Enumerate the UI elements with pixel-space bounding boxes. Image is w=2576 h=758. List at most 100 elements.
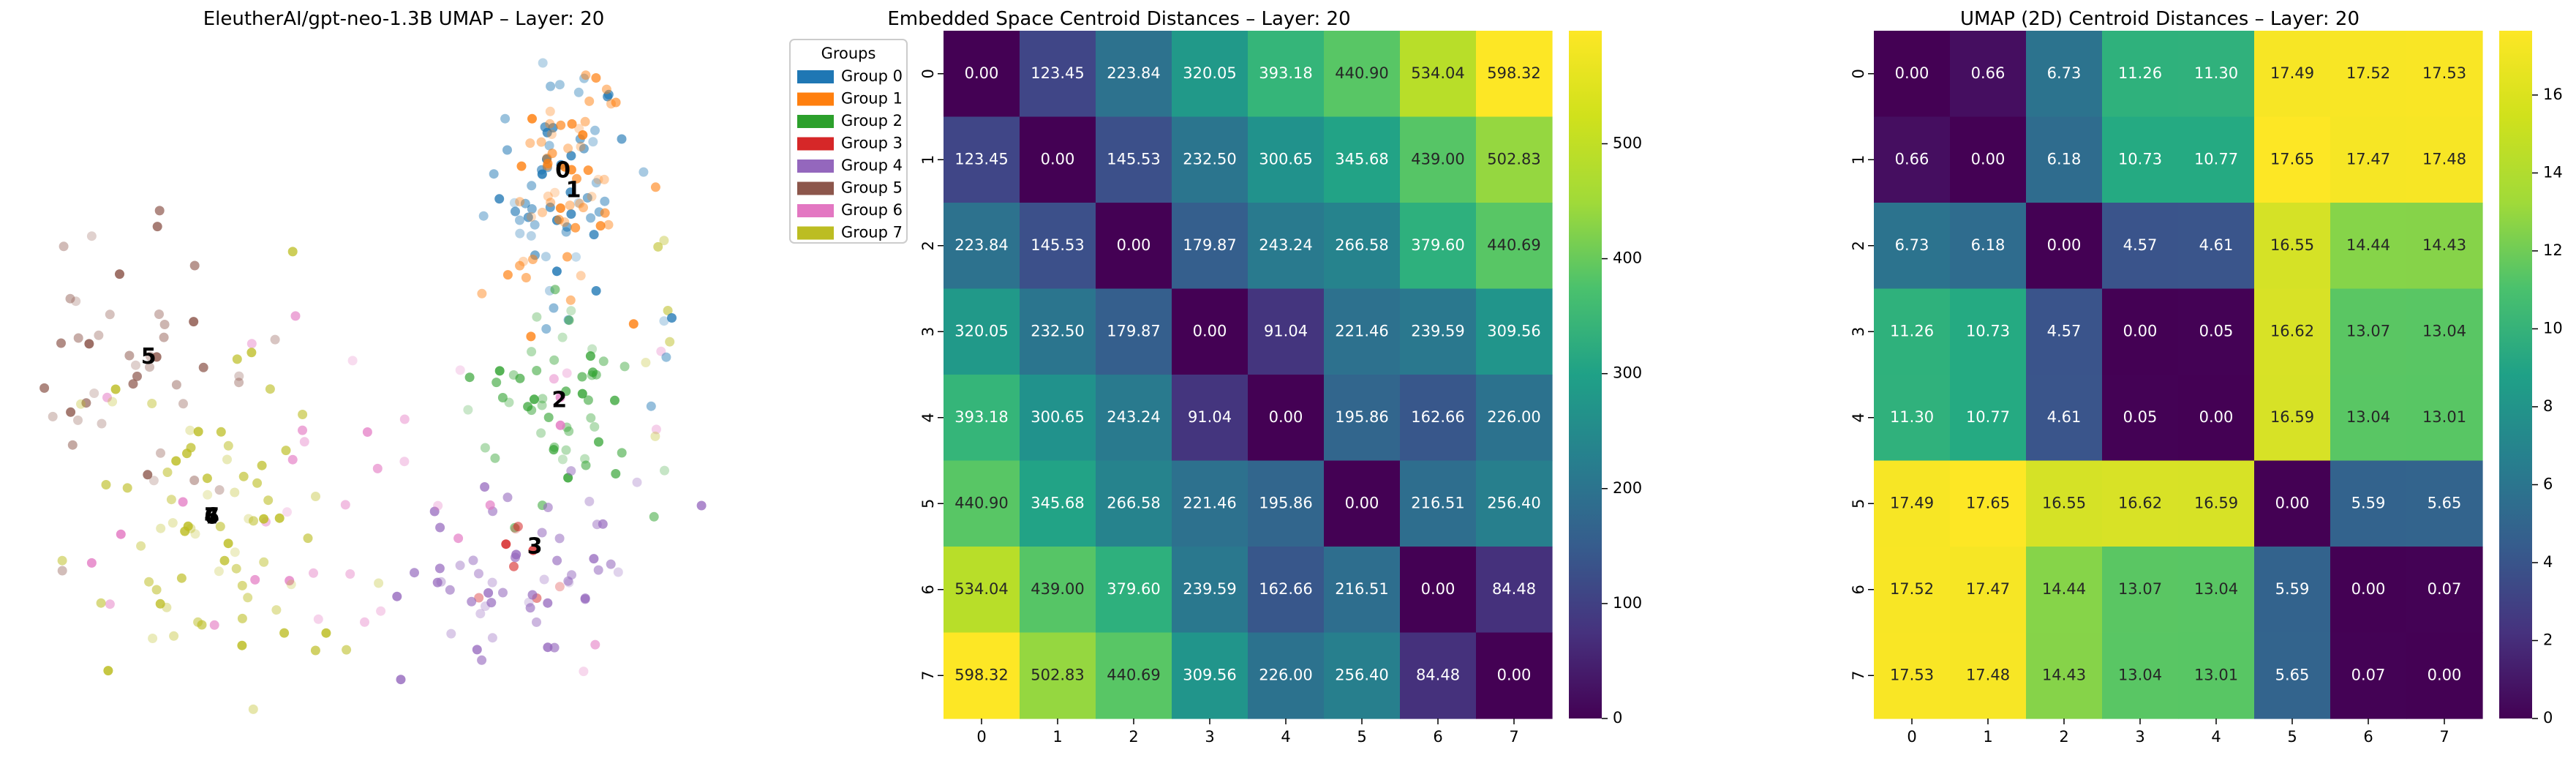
heatmap-cell-value: 195.86 [1335,408,1388,426]
heatmap-cell [2026,632,2103,719]
heatmap-cell-value: 0.00 [2123,322,2158,339]
scatter-point [641,358,651,367]
heatmap-cell-value: 502.83 [1031,666,1084,683]
centroid-label: 3 [527,534,543,560]
heatmap1-y-ticks: 0 1 2 3 4 5 6 7 [919,69,944,680]
heatmap-cell [1020,460,1096,547]
scatter-point [536,428,546,438]
heatmap-cell [1096,375,1172,462]
heatmap-cell [1020,547,1096,634]
scatter-point [84,339,94,349]
scatter-point [589,230,599,240]
scatter-points [39,58,707,714]
y-tick-label: 4 [1850,413,1867,422]
legend-entry: Group 6 [841,201,903,219]
scatter-point [290,311,301,321]
heatmap-cell [1950,116,2027,203]
scatter-point [252,478,263,488]
scatter-point [486,598,497,608]
heatmap-cell [944,547,1020,634]
heatmap-cell-value: 13.04 [2118,666,2162,683]
x-tick-label: 3 [2135,728,2144,746]
heatmap-cell [1476,31,1553,118]
scatter-point [557,454,568,465]
scatter-point [303,533,313,544]
scatter-point [189,260,200,271]
heatmap-cell [1248,288,1325,375]
scatter-point [591,286,601,296]
scatter-point [577,372,587,382]
heatmap-cell [1248,460,1325,547]
heatmap-cell [2330,203,2407,290]
heatmap-cell [1020,375,1096,462]
heatmap-cell-value: 13.04 [2346,408,2390,426]
scatter-point [81,398,91,408]
scatter-point [287,454,298,465]
scatter-point [285,576,295,586]
heatmap-cell-value: 0.66 [1971,64,2006,82]
heatmap-cell-value: 256.40 [1487,494,1540,511]
heatmap-cell [2102,460,2179,547]
scatter-point [237,613,247,623]
scatter-point [598,356,609,367]
scatter-point [567,570,576,580]
scatter-point [583,395,593,405]
scatter-point [576,142,586,151]
heatmap-cell-value: 0.00 [2428,666,2462,683]
heatmap-cell [2178,288,2255,375]
scatter-point [248,704,258,714]
heatmap-cell-value: 0.00 [2351,580,2386,598]
y-tick-label: 3 [1850,327,1867,337]
heatmap-cell-value: 11.26 [1890,322,1934,339]
heatmap-cell [1324,203,1401,290]
scatter-point [551,266,562,277]
scatter-point [599,174,609,184]
centroid-labels: 01 2 3 4 5 67 [141,157,581,559]
scatter-point [492,378,502,388]
heatmap-cell [1476,375,1553,462]
scatter-point [250,574,260,585]
scatter-point [545,119,555,129]
scatter-point [555,392,565,402]
scatter-point [136,541,146,551]
scatter-point [396,675,406,685]
scatter-point [545,202,555,212]
heatmap-cell-value: 0.07 [2351,666,2386,683]
heatmap-cell-value: 309.56 [1183,666,1236,683]
scatter-point [155,598,165,609]
scatter-point [584,496,595,506]
scatter-point [162,602,172,612]
heatmap-cell [1400,203,1477,290]
embedded-distance-heatmap: Embedded Space Centroid Distances – Laye… [887,8,1642,746]
x-tick-label: 5 [1357,728,1366,746]
scatter-point [455,365,465,375]
scatter-point [190,529,200,539]
scatter-point [410,568,419,578]
scatter-point [537,169,547,179]
scatter-point [151,585,162,595]
heatmap-cell [1096,632,1172,719]
heatmap-cell [1248,632,1325,719]
scatter-point [509,198,519,208]
heatmap-cell [2330,375,2407,462]
heatmap-cell-value: 345.68 [1335,150,1388,168]
heatmap-cell-value: 91.04 [1264,322,1308,339]
heatmap-cell [944,288,1020,375]
heatmap-cell-value: 5.59 [2351,494,2386,511]
scatter-point [474,568,483,579]
scatter-point [274,513,285,523]
heatmap-cell [2026,31,2103,118]
heatmap-cell-value: 393.18 [1259,64,1312,82]
scatter-point [659,316,669,326]
scatter-point [541,252,551,262]
scatter-point [159,320,170,329]
colorbar-tick-label: 14 [2543,163,2563,181]
heatmap-cell-value: 266.58 [1107,494,1160,511]
scatter-point [537,400,547,410]
scatter-point [550,285,560,295]
heatmap-cell-value: 6.73 [2047,64,2082,82]
scatter-point [661,352,671,362]
heatmap-cell-value: 256.40 [1335,666,1388,683]
heatmap-cell-value: 17.53 [2422,64,2466,82]
